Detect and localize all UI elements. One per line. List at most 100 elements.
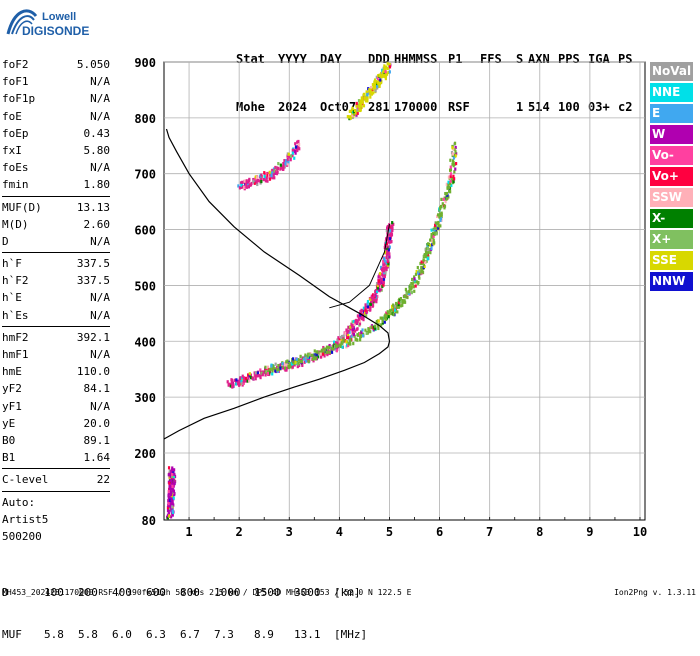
echo-point [447,195,450,199]
param-value: 1.64 [83,451,111,465]
param-name: foF1p [2,92,36,106]
echo-point [413,275,416,279]
echo-point [372,295,375,299]
echo-point [353,322,356,326]
param-row: h`F2 337.5 [2,272,110,289]
echo-point [169,472,172,476]
echo-point [167,493,170,497]
echo-point [439,204,443,209]
echo-point [383,320,386,324]
echo-point [386,62,389,66]
y-tick-label: 700 [134,168,156,182]
y-tick-label: 500 [134,279,156,293]
param-value: 5.80 [83,143,111,157]
legend-item: Vo- [650,146,693,165]
echo-point [364,308,367,312]
echo-point [433,226,436,230]
echo-point [347,333,350,337]
echo-point [352,332,356,337]
x-tick-label: 7 [486,525,493,539]
echo-point [290,362,294,366]
echo-point [380,80,383,85]
param-value: 20.0 [83,416,111,430]
echo-point [329,348,332,352]
echo-point [371,293,375,297]
echo-point [382,69,385,73]
muf-cell: 5.8 [44,628,64,641]
echo-point [357,317,360,321]
echo-point [347,115,350,119]
echo-point [410,291,413,295]
echo-point [454,167,457,171]
echo-point [408,290,411,294]
echo-point [384,77,387,81]
echo-point [260,173,263,177]
echo-point [170,498,173,502]
echo-point [387,245,390,249]
echo-point [171,472,174,477]
echo-point [370,325,374,329]
echo-point [385,265,388,269]
echo-point [312,356,316,360]
echo-point [431,231,435,236]
echo-point [353,111,357,115]
echo-point [337,336,340,340]
echo-point [281,362,284,366]
distance-row: D 100 200 400 600 800 1000 1500 3000 [km] [2,586,374,600]
echo-point [273,169,276,173]
param-value: 22 [96,473,110,487]
echo-point [437,226,440,230]
echo-point [287,364,290,368]
echo-point [171,484,174,488]
echo-point [374,89,377,93]
echo-point [435,221,438,225]
echo-point [413,277,416,281]
echo-point [345,343,349,347]
echo-point [260,179,263,184]
echo-point [172,478,175,483]
param-row: fxI 5.80 [2,142,110,159]
param-value: N/A [90,92,110,106]
echo-point [373,297,376,301]
echo-point [429,238,432,242]
echo-point [299,354,302,358]
echo-point [386,258,389,262]
muf-cell: 7.3 [214,628,234,641]
echo-point [361,328,364,332]
param-name: fxI [2,143,22,157]
echo-point [371,83,375,87]
echo-point [359,338,362,342]
echo-point [381,321,384,325]
echo-point [418,269,421,273]
param-name: foEs [2,161,29,175]
echo-point [323,354,326,358]
echo-point [380,316,384,320]
echo-point [449,172,453,176]
echo-point [358,322,362,326]
echo-point [171,474,174,478]
echo-point [384,313,387,317]
echo-point [238,382,241,386]
echo-point [355,104,358,108]
echo-point [167,473,170,477]
echo-point [168,507,172,511]
echo-point [333,340,336,344]
echo-point [451,159,455,163]
echo-point [342,339,345,343]
echo-point [289,158,292,162]
echo-point [289,154,293,158]
param-divider [2,252,110,254]
legend-item: X+ [650,230,693,249]
echo-point [170,487,173,491]
echo-point [434,223,437,227]
echo-point [388,65,392,69]
echo-point [352,342,355,346]
param-value: N/A [90,161,110,175]
echo-point [168,499,171,503]
param-row: fmin 1.80 [2,176,110,193]
echo-point [282,164,285,169]
echo-point [449,165,452,169]
echo-point [387,248,390,252]
echo-point [277,161,280,166]
echo-point [347,329,350,333]
